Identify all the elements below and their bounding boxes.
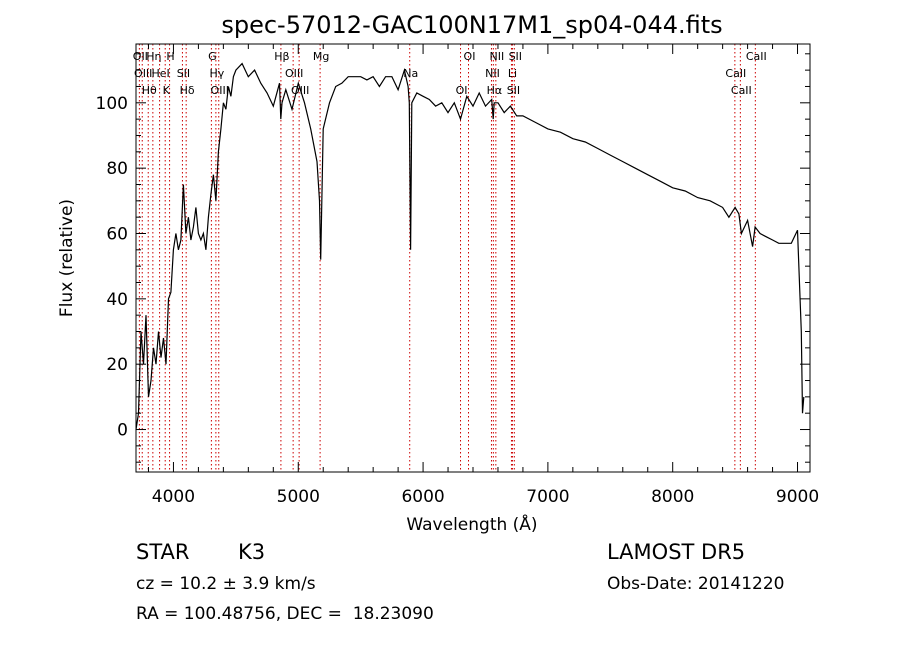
- marker-label: Mg: [313, 50, 329, 63]
- marker-label: OI: [464, 50, 476, 63]
- x-tick-label: 4000: [152, 487, 195, 507]
- marker-label: Hγ: [209, 67, 224, 80]
- chart-title: spec-57012-GAC100N17M1_sp04-044.fits: [221, 11, 722, 39]
- x-tick-label: 9000: [776, 487, 819, 507]
- marker-label: SII: [177, 67, 190, 80]
- marker-label: Hβ: [274, 50, 289, 63]
- marker-label: OII: [133, 50, 148, 63]
- spectrum-line: [135, 62, 805, 430]
- marker-label: CaII: [746, 50, 767, 63]
- y-tick-label: 40: [106, 290, 128, 310]
- y-tick-label: 0: [117, 421, 128, 441]
- x-axis-ticks: 4000 5000 6000 7000 8000 9000: [147, 44, 819, 507]
- x-tick-label: 7000: [526, 487, 569, 507]
- marker-label: SII: [507, 84, 520, 97]
- marker-label: OIII: [211, 84, 229, 97]
- y-axis-label: Flux (relative): [57, 199, 77, 317]
- marker-label: OIII: [285, 67, 303, 80]
- plot-frame: [135, 43, 811, 473]
- marker-label: HeI: [151, 67, 169, 80]
- marker-label: Hη: [146, 50, 161, 63]
- y-tick-label: 20: [106, 355, 128, 375]
- marker-label: Hδ: [180, 84, 195, 97]
- marker-label: CaII: [731, 84, 752, 97]
- object-class: STAR: [136, 540, 190, 564]
- marker-label: G: [208, 50, 217, 63]
- x-tick-label: 6000: [401, 487, 444, 507]
- marker-label: H: [166, 50, 174, 63]
- marker-label: OIII: [134, 67, 152, 80]
- coordinates-info: RA = 100.48756, DEC = 18.23090: [136, 604, 434, 624]
- marker-label: OI: [456, 84, 468, 97]
- y-tick-label: 100: [96, 94, 128, 114]
- redshift-info: cz = 10.2 ± 3.9 km/s: [136, 574, 316, 594]
- object-subclass: K3: [238, 540, 266, 564]
- y-axis-ticks: 0 20 40 60 80 100: [96, 53, 810, 463]
- marker-label: NII: [485, 67, 500, 80]
- marker-label: NII: [489, 50, 504, 63]
- x-axis-label: Wavelength (Å): [406, 513, 537, 535]
- x-tick-label: 8000: [651, 487, 694, 507]
- y-tick-label: 60: [106, 224, 128, 244]
- observation-date: Obs-Date: 20141220: [607, 574, 785, 594]
- marker-label: Na: [403, 67, 418, 80]
- survey-name: LAMOST DR5: [607, 540, 746, 564]
- marker-label: Hθ: [142, 84, 157, 97]
- spectral-line-markers: OIIOIIIHθHηHeIKHSIIHδGHγOIIIHβOIIIOIIIMg…: [133, 44, 767, 472]
- marker-label: K: [163, 84, 171, 97]
- marker-label: SII: [509, 50, 522, 63]
- x-tick-label: 5000: [277, 487, 320, 507]
- marker-label: CaII: [725, 67, 746, 80]
- marker-label: Hα: [487, 84, 503, 97]
- y-tick-label: 80: [106, 159, 128, 179]
